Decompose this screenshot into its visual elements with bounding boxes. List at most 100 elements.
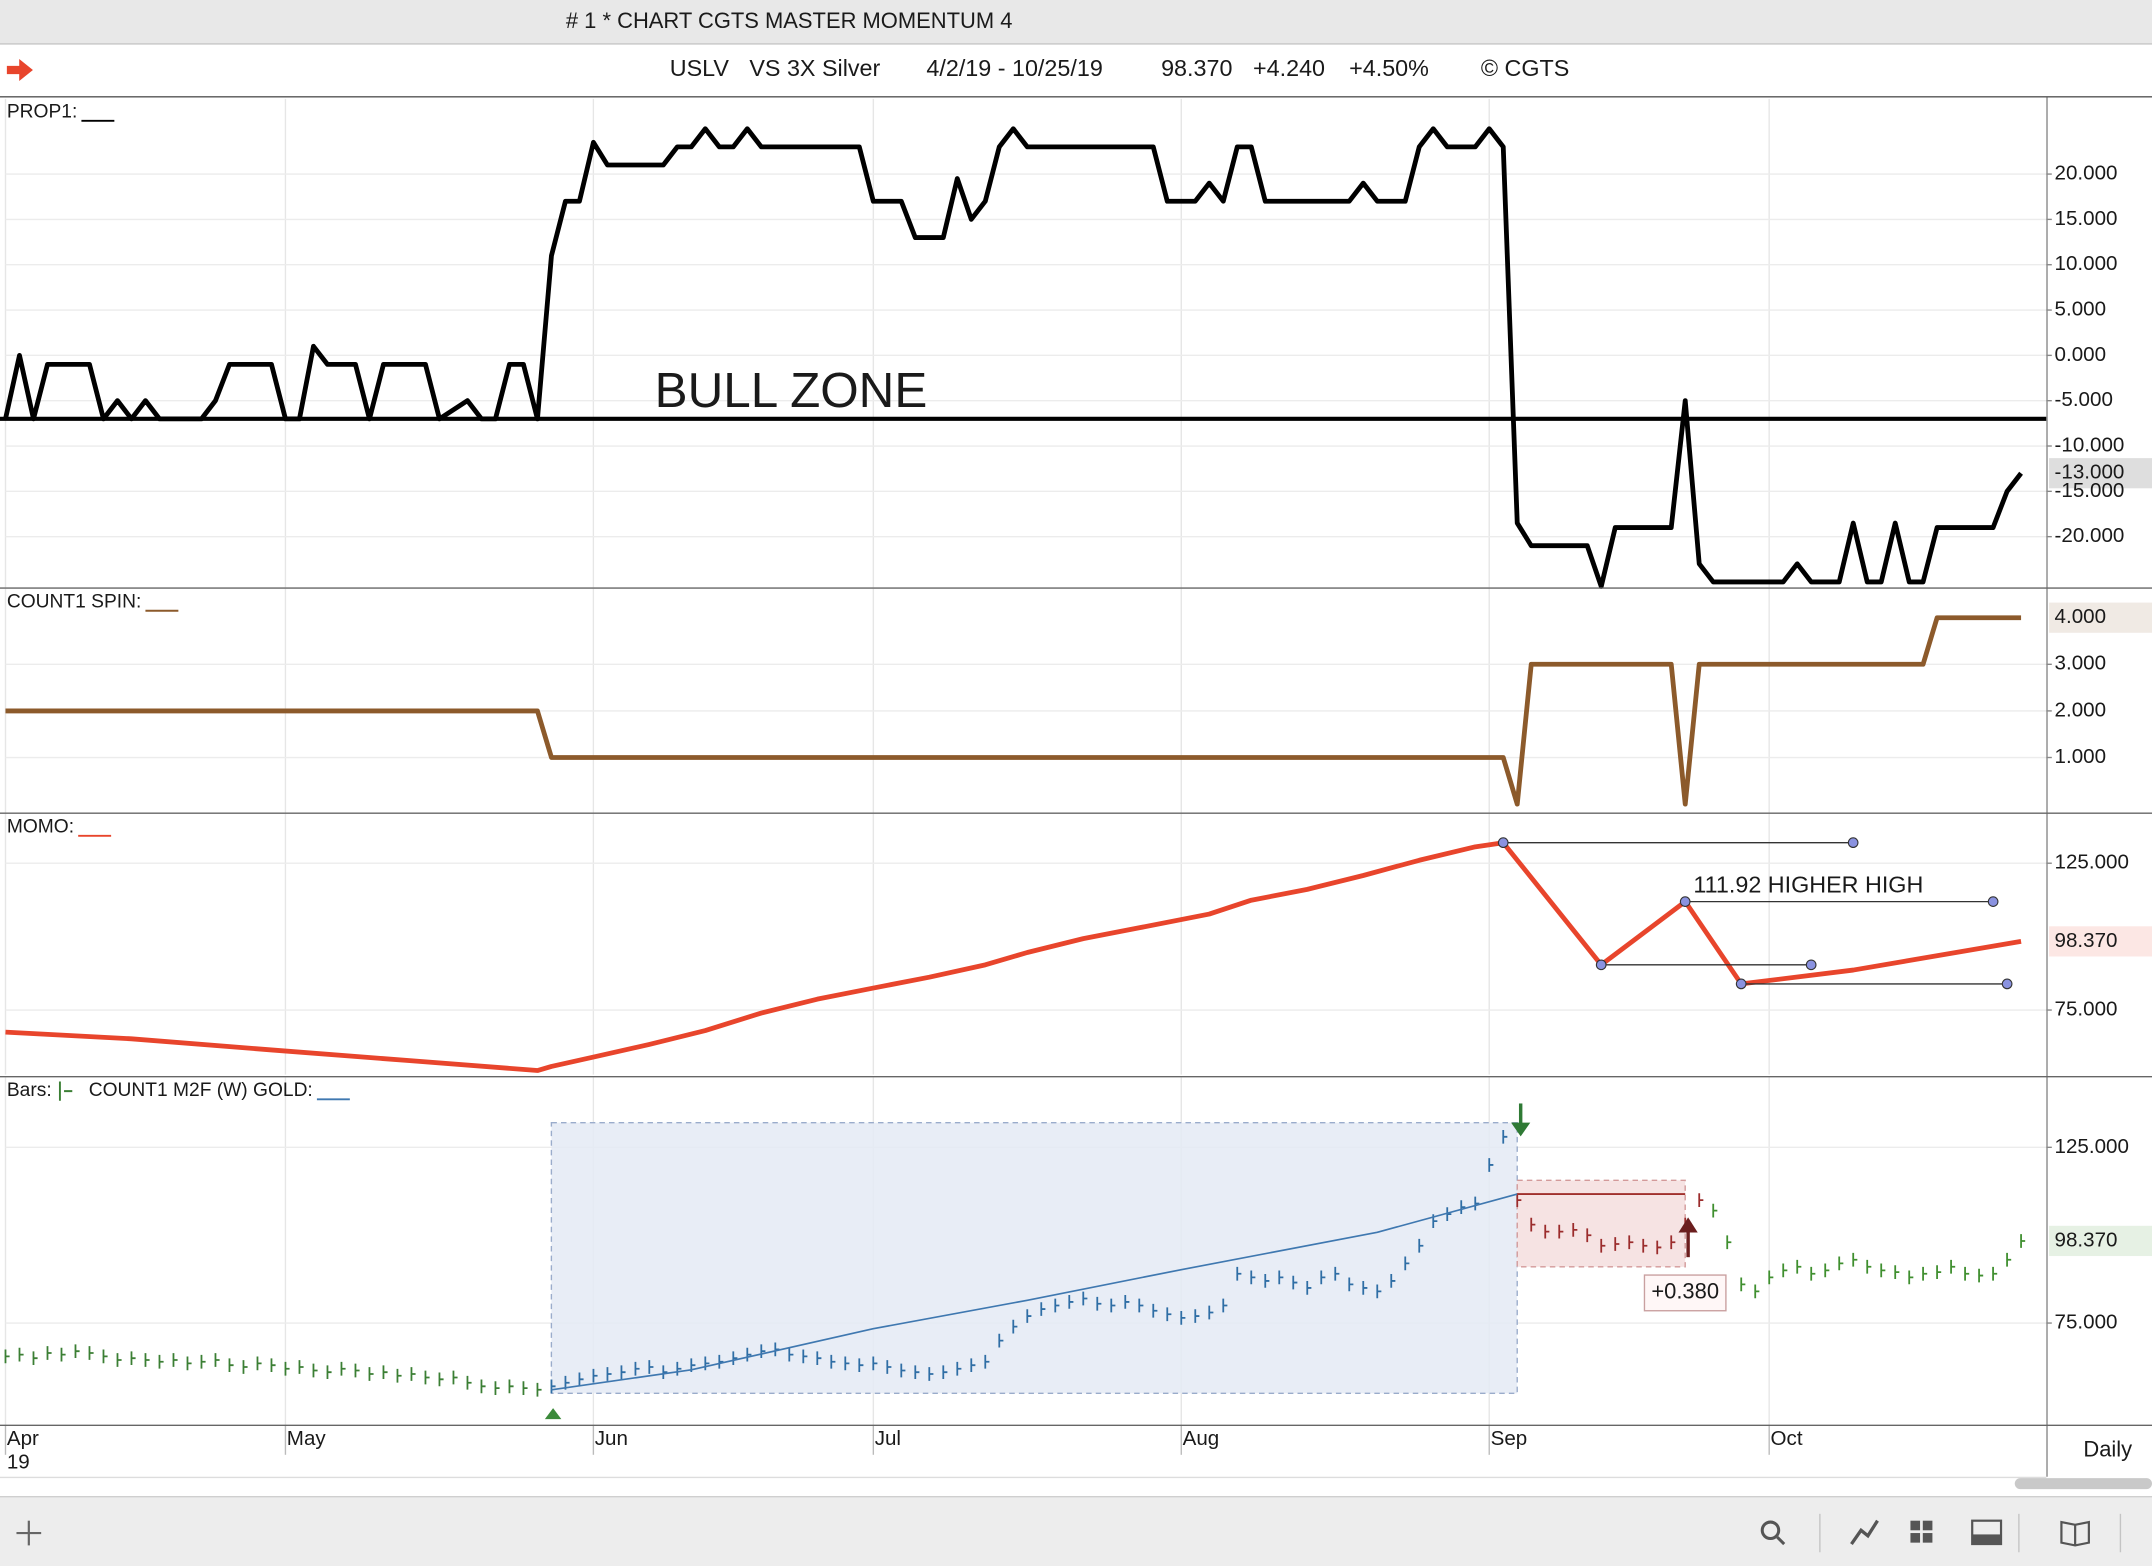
price-bar [1572, 1223, 1578, 1237]
interval-label[interactable]: Daily [2083, 1436, 2132, 1461]
price-bar [1334, 1266, 1340, 1281]
last-value-box [2049, 458, 2152, 489]
y-tick-label: 15.000 [2055, 207, 2118, 230]
price-bar [1264, 1274, 1270, 1288]
price-bar [1376, 1284, 1382, 1299]
price-bar [550, 1379, 556, 1394]
price-bar [1222, 1298, 1228, 1313]
price-bar [718, 1354, 724, 1369]
price-bar [270, 1358, 276, 1373]
plot-area: Apr May Jun Jul Aug Sep Oct 20.000 15.000 10.000 5… [0, 98, 2152, 1455]
price-bar [760, 1344, 766, 1359]
price-bar [1544, 1224, 1550, 1239]
price-bar [466, 1375, 472, 1390]
price-bar [354, 1363, 360, 1378]
y-tick-label: -10.000 [2055, 433, 2125, 456]
price-bar [1054, 1298, 1060, 1313]
level-handle [1735, 978, 1747, 990]
price-bar [1964, 1266, 1970, 1281]
price-bar [200, 1354, 206, 1369]
price-bar [1880, 1263, 1886, 1278]
chart-style-button[interactable] [1850, 1519, 1879, 1545]
price-bar [242, 1360, 248, 1374]
date-range: 4/2/19 - 10/25/19 [926, 55, 1102, 81]
price-bar [1712, 1203, 1718, 1218]
price-bar [2006, 1252, 2012, 1267]
price-bar [1082, 1291, 1088, 1306]
level-handle [2001, 978, 2013, 990]
price-bar [396, 1368, 402, 1383]
start-marker [544, 1408, 562, 1420]
price-bar [1670, 1235, 1676, 1250]
window-title: # 1 * CHART CGTS MASTER MOMENTUM 4 [566, 8, 1013, 33]
price-bar [1124, 1295, 1130, 1309]
line-series [5, 840, 2022, 1073]
y-tick-label: -5.000 [2055, 388, 2113, 411]
price-bar [1852, 1252, 1858, 1267]
price-bar [998, 1333, 1004, 1348]
price-bar [1502, 1129, 1508, 1144]
level-handle [1805, 959, 1817, 971]
price-bar [116, 1353, 122, 1367]
toolbar [0, 1495, 2152, 1566]
legend-swatch [58, 1081, 73, 1101]
search-button[interactable] [1760, 1520, 1786, 1546]
y-tick-label: 1.000 [2055, 745, 2107, 768]
price-bar [788, 1347, 794, 1362]
zone-label-box [1643, 1274, 1727, 1312]
price-bar [704, 1356, 710, 1371]
price-bar [144, 1353, 150, 1367]
price-bar [1754, 1284, 1760, 1299]
scrollbar[interactable] [2014, 1478, 2152, 1490]
price-bar [312, 1363, 318, 1378]
price-bar [32, 1351, 38, 1366]
book-button[interactable] [2060, 1520, 2090, 1547]
price-bar [46, 1346, 52, 1360]
x-tick-label: Apr [7, 1427, 39, 1450]
price-bar [102, 1349, 108, 1364]
legend-label: MOMO: [7, 817, 74, 838]
link-icon[interactable] [6, 59, 33, 81]
price-bar [2020, 1234, 2026, 1248]
price-bar [326, 1365, 332, 1380]
price-bar [928, 1367, 934, 1381]
price-bar [60, 1347, 66, 1362]
level-label: 111.92 HIGHER HIGH [1693, 872, 1923, 898]
buy-arrow [1678, 1217, 1698, 1258]
price-bar [1866, 1259, 1872, 1274]
last-value-label: -13.000 [2055, 461, 2125, 484]
price-bar [1236, 1266, 1242, 1281]
price-bar [1208, 1305, 1214, 1320]
price-bar [1320, 1270, 1326, 1285]
price-bar [886, 1360, 892, 1374]
x-tick-label: Sep [1491, 1427, 1528, 1450]
last-value-box [2049, 602, 2152, 633]
price-bar [382, 1365, 388, 1380]
add-button[interactable] [16, 1520, 42, 1546]
layout-button[interactable] [1910, 1520, 1933, 1543]
price-bar [18, 1347, 24, 1362]
price-bar [1992, 1266, 1998, 1281]
panel-button[interactable] [1971, 1519, 2003, 1546]
price-bar [942, 1365, 948, 1380]
price-bar [1796, 1259, 1802, 1274]
title-bar [0, 0, 2152, 44]
change-pct: +4.50% [1349, 55, 1429, 81]
zone-label: +0.380 [1651, 1279, 1719, 1304]
x-tick-label: Aug [1183, 1427, 1220, 1450]
price-bar [1362, 1281, 1368, 1295]
price-bar [1628, 1235, 1634, 1250]
price-bar [410, 1367, 416, 1381]
y-tick-label: -15.000 [2055, 479, 2125, 502]
price-bar [1894, 1265, 1900, 1280]
price-bar [816, 1351, 822, 1366]
price-bar [634, 1361, 640, 1376]
price-bar [1600, 1238, 1606, 1253]
price-bar [158, 1354, 164, 1369]
price-bar [1586, 1228, 1592, 1243]
price-bar [130, 1351, 136, 1366]
price-bar [256, 1356, 262, 1371]
legend-label: Bars: [7, 1080, 52, 1101]
price-bar [1558, 1224, 1564, 1239]
